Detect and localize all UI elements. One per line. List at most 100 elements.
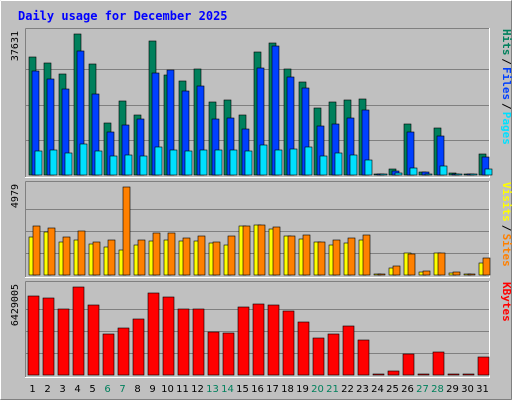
bar-pages-day-20 — [319, 155, 328, 176]
x-tick-label: 22 — [341, 384, 354, 395]
bar-kbytes-day-8 — [132, 318, 145, 376]
bar-sites-day-5 — [92, 241, 101, 276]
bar-kbytes-day-13 — [207, 331, 220, 376]
chart-title: Daily usage for December 2025 — [18, 9, 228, 23]
x-tick-label: 31 — [476, 384, 489, 395]
bar-kbytes-day-3 — [57, 308, 70, 376]
bar-sites-day-17 — [272, 226, 281, 276]
x-tick-label: 12 — [191, 384, 204, 395]
bar-kbytes-day-26 — [402, 353, 415, 376]
bar-sites-day-1 — [32, 225, 41, 276]
bar-pages-day-18 — [289, 148, 298, 176]
x-tick-label: 4 — [74, 384, 80, 395]
bar-kbytes-day-22 — [342, 325, 355, 376]
bar-sites-day-7 — [122, 186, 131, 276]
bar-pages-day-10 — [169, 149, 178, 176]
bar-sites-day-19 — [302, 234, 311, 276]
bar-pages-day-1 — [34, 150, 43, 176]
bar-kbytes-day-31 — [477, 356, 490, 376]
bar-sites-day-27 — [422, 270, 431, 276]
bar-sites-day-28 — [437, 252, 446, 276]
bar-kbytes-day-21 — [327, 333, 340, 376]
legend-separator: / — [500, 58, 512, 65]
bar-kbytes-day-16 — [252, 303, 265, 376]
bar-sites-day-21 — [332, 239, 341, 276]
bar-pages-day-8 — [139, 155, 148, 176]
x-tick-label: 30 — [461, 384, 474, 395]
bar-kbytes-day-2 — [42, 297, 55, 376]
bar-kbytes-day-15 — [237, 306, 250, 376]
bar-kbytes-day-24 — [372, 373, 385, 376]
y-max-label: 6429005 — [10, 284, 21, 326]
bar-pages-day-15 — [244, 150, 253, 176]
bar-sites-day-10 — [167, 232, 176, 276]
bar-kbytes-day-19 — [297, 321, 310, 376]
bar-sites-day-15 — [242, 225, 251, 276]
bar-pages-day-14 — [229, 149, 238, 176]
bar-pages-day-6 — [109, 155, 118, 176]
bar-kbytes-day-23 — [357, 339, 370, 376]
bar-sites-day-8 — [137, 239, 146, 276]
bar-sites-day-31 — [482, 257, 491, 276]
bar-kbytes-day-27 — [417, 373, 430, 376]
bar-kbytes-day-11 — [177, 308, 190, 376]
bar-sites-day-6 — [107, 239, 116, 276]
legend-sites: Sites — [500, 234, 512, 267]
bar-kbytes-day-7 — [117, 327, 130, 376]
bar-kbytes-day-6 — [102, 333, 115, 376]
bar-pages-day-13 — [214, 149, 223, 176]
bar-sites-day-13 — [212, 241, 221, 276]
bar-pages-day-9 — [154, 146, 163, 176]
panel-kbytes: 6429005 KBytes — [10, 281, 512, 378]
x-tick-label: 19 — [296, 384, 309, 395]
bar-sites-day-25 — [392, 265, 401, 276]
bar-sites-day-26 — [407, 253, 416, 276]
x-tick-label: 18 — [281, 384, 294, 395]
bar-kbytes-day-29 — [447, 373, 460, 376]
bar-sites-day-9 — [152, 232, 161, 276]
bar-sites-day-3 — [62, 236, 71, 276]
bar-kbytes-day-17 — [267, 304, 280, 376]
bar-kbytes-day-30 — [462, 373, 475, 376]
bar-sites-day-22 — [347, 237, 356, 276]
bar-kbytes-day-1 — [27, 295, 40, 376]
bar-pages-day-25 — [394, 172, 403, 176]
bar-sites-day-29 — [452, 271, 461, 276]
panel-requests: 37631 Hits / Files / Pages — [10, 28, 512, 178]
bar-sites-day-16 — [257, 224, 266, 276]
legend-kbytes: KBytes — [500, 282, 512, 322]
bar-pages-day-11 — [184, 150, 193, 176]
bar-pages-day-23 — [364, 159, 373, 176]
bar-kbytes-day-20 — [312, 337, 325, 376]
legend-hits: Hits — [500, 29, 512, 56]
bar-pages-day-28 — [439, 165, 448, 176]
x-tick-label: 15 — [236, 384, 249, 395]
bar-sites-day-23 — [362, 234, 371, 276]
x-tick-label: 17 — [266, 384, 279, 395]
bar-pages-day-7 — [124, 154, 133, 176]
y-max-label: 37631 — [10, 31, 21, 61]
x-tick-label: 27 — [416, 384, 429, 395]
bar-sites-day-18 — [287, 235, 296, 276]
x-tick-label: 10 — [161, 384, 174, 395]
bar-kbytes-day-9 — [147, 292, 160, 376]
x-tick-label: 14 — [221, 384, 234, 395]
x-tick-label: 6 — [104, 384, 110, 395]
bar-pages-day-17 — [274, 149, 283, 176]
bar-sites-day-4 — [77, 230, 86, 276]
bar-kbytes-day-10 — [162, 296, 175, 376]
x-tick-label: 25 — [386, 384, 399, 395]
bar-kbytes-day-25 — [387, 370, 400, 376]
bar-pages-day-2 — [49, 149, 58, 176]
bar-pages-day-29 — [454, 173, 463, 176]
bar-kbytes-day-14 — [222, 332, 235, 376]
bar-pages-day-3 — [64, 152, 73, 176]
legend-pages: Pages — [500, 112, 512, 145]
bar-sites-day-20 — [317, 241, 326, 276]
x-tick-label: 20 — [311, 384, 324, 395]
x-tick-label: 23 — [356, 384, 369, 395]
x-tick-label: 9 — [149, 384, 155, 395]
x-tick-label: 11 — [176, 384, 189, 395]
bar-sites-day-12 — [197, 235, 206, 276]
